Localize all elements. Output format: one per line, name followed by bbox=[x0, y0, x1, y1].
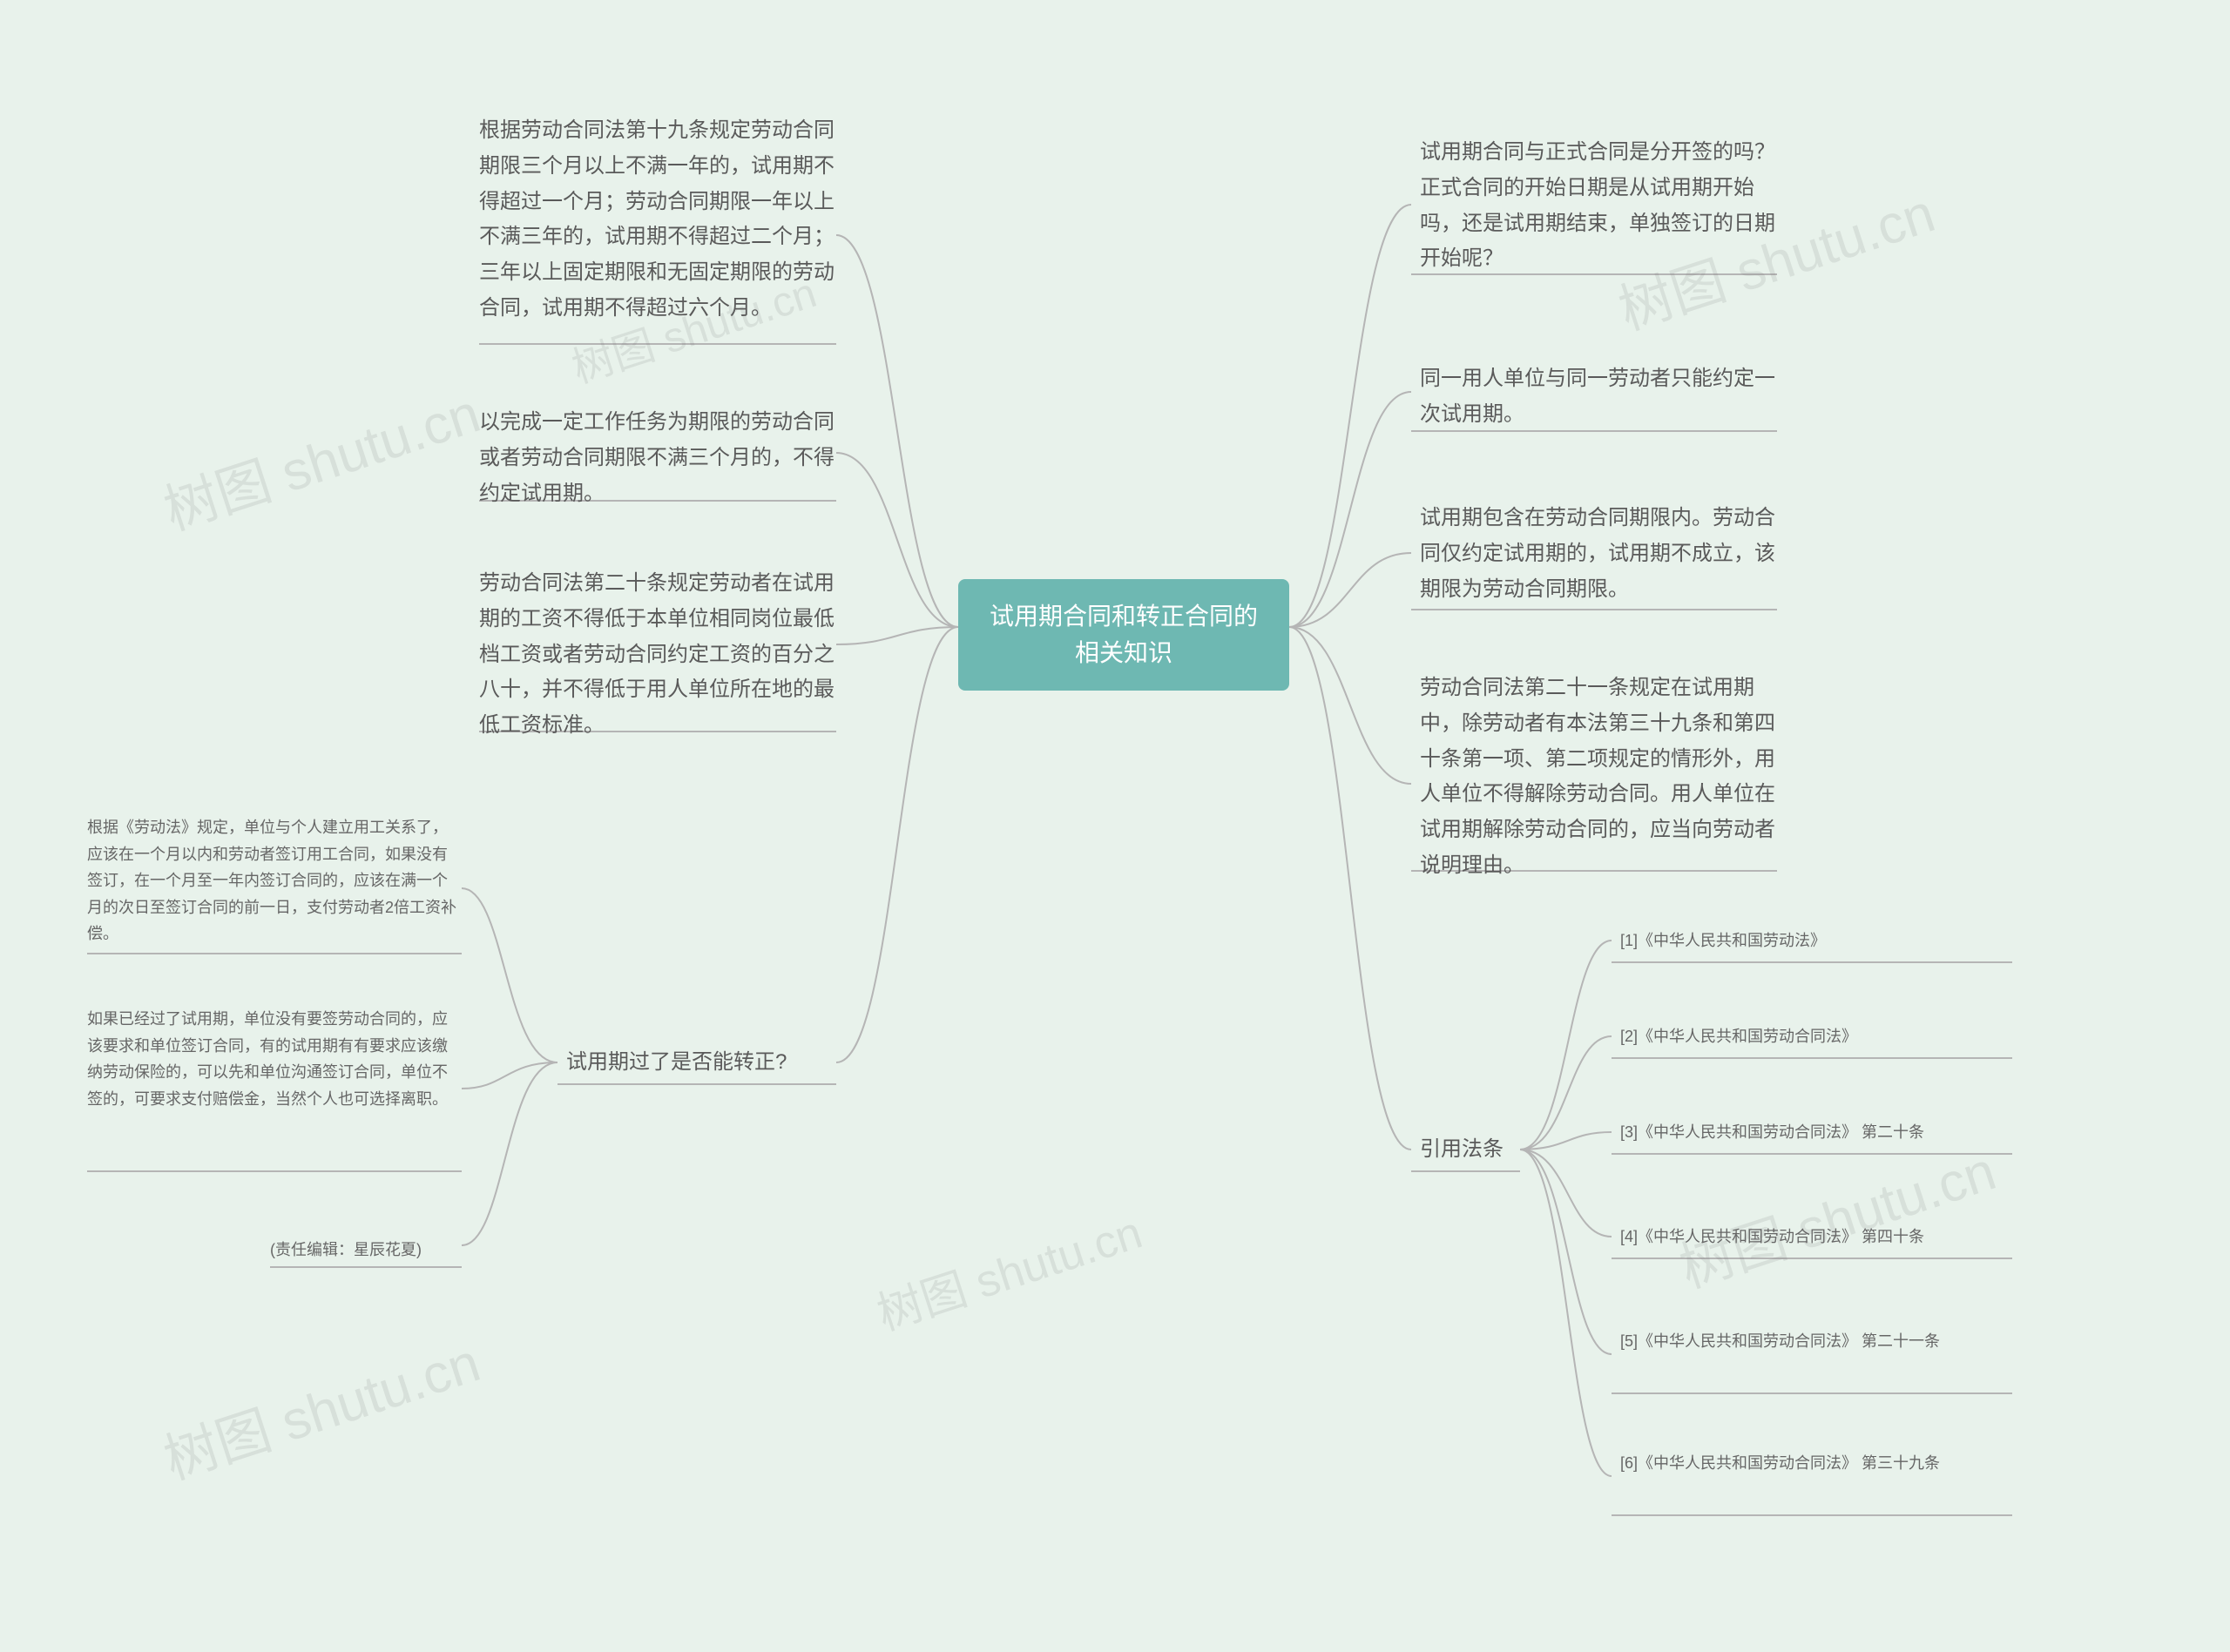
right-node-4-child-2: [3]《中华人民共和国劳动合同法》 第二十条 bbox=[1620, 1119, 2021, 1146]
left-node-3: 试用期过了是否能转正? bbox=[566, 1045, 787, 1081]
watermark: 树图 shutu.cn bbox=[868, 1196, 1149, 1343]
left-node-3-child-2: (责任编辑：星辰花夏) bbox=[270, 1237, 470, 1264]
left-node-0: 根据劳动合同法第十九条规定劳动合同期限三个月以上不满一年的，试用期不得超过一个月… bbox=[479, 113, 836, 327]
center-node: 试用期合同和转正合同的 相关知识 bbox=[958, 579, 1289, 691]
right-node-4-child-4-text: [5]《中华人民共和国劳动合同法》 第二十一条 bbox=[1620, 1332, 1940, 1350]
left-node-3-child-0-text: 根据《劳动法》规定，单位与个人建立用工关系了，应该在一个月以内和劳动者签订用工合… bbox=[87, 819, 456, 942]
right-node-4-child-4: [5]《中华人民共和国劳动合同法》 第二十一条 bbox=[1620, 1328, 2021, 1355]
center-line2: 相关知识 bbox=[983, 635, 1265, 671]
left-node-2-text: 劳动合同法第二十条规定劳动者在试用期的工资不得低于本单位相同岗位最低档工资或者劳… bbox=[479, 571, 835, 737]
right-node-1-text: 同一用人单位与同一劳动者只能约定一次试用期。 bbox=[1420, 367, 1775, 426]
right-node-4: 引用法条 bbox=[1420, 1132, 1504, 1168]
right-node-2-text: 试用期包含在劳动合同期限内。劳动合同仅约定试用期的，试用期不成立，该期限为劳动合… bbox=[1420, 506, 1775, 601]
right-node-2: 试用期包含在劳动合同期限内。劳动合同仅约定试用期的，试用期不成立，该期限为劳动合… bbox=[1420, 501, 1777, 607]
right-node-4-text: 引用法条 bbox=[1420, 1137, 1504, 1161]
left-node-3-child-1: 如果已经过了试用期，单位没有要签劳动合同的，应该要求和单位签订合同，有的试用期有… bbox=[87, 1006, 462, 1112]
right-node-3-text: 劳动合同法第二十一条规定在试用期中，除劳动者有本法第三十九条和第四十条第一项、第… bbox=[1420, 676, 1775, 877]
right-node-4-child-0: [1]《中华人民共和国劳动法》 bbox=[1620, 927, 2021, 954]
right-node-4-child-0-text: [1]《中华人民共和国劳动法》 bbox=[1620, 932, 1826, 949]
watermark: 树图 shutu.cn bbox=[1668, 1127, 2004, 1303]
right-node-4-child-3-text: [4]《中华人民共和国劳动合同法》 第四十条 bbox=[1620, 1228, 1924, 1245]
right-node-4-child-1-text: [2]《中华人民共和国劳动合同法》 bbox=[1620, 1028, 1857, 1045]
left-node-1-text: 以完成一定工作任务为期限的劳动合同或者劳动合同期限不满三个月的，不得约定试用期。 bbox=[479, 410, 835, 505]
left-node-2: 劳动合同法第二十条规定劳动者在试用期的工资不得低于本单位相同岗位最低档工资或者劳… bbox=[479, 566, 836, 744]
right-node-3: 劳动合同法第二十一条规定在试用期中，除劳动者有本法第三十九条和第四十条第一项、第… bbox=[1420, 671, 1777, 884]
left-node-3-child-0: 根据《劳动法》规定，单位与个人建立用工关系了，应该在一个月以内和劳动者签订用工合… bbox=[87, 814, 462, 947]
left-node-1: 以完成一定工作任务为期限的劳动合同或者劳动合同期限不满三个月的，不得约定试用期。 bbox=[479, 405, 836, 511]
right-node-4-child-5: [6]《中华人民共和国劳动合同法》 第三十九条 bbox=[1620, 1450, 2021, 1477]
right-node-1: 同一用人单位与同一劳动者只能约定一次试用期。 bbox=[1420, 361, 1777, 433]
right-node-0-text: 试用期合同与正式合同是分开签的吗？正式合同的开始日期是从试用期开始吗，还是试用期… bbox=[1420, 140, 1775, 270]
right-node-4-child-3: [4]《中华人民共和国劳动合同法》 第四十条 bbox=[1620, 1224, 2021, 1251]
right-node-0: 试用期合同与正式合同是分开签的吗？正式合同的开始日期是从试用期开始吗，还是试用期… bbox=[1420, 135, 1777, 277]
right-node-4-child-5-text: [6]《中华人民共和国劳动合同法》 第三十九条 bbox=[1620, 1454, 1940, 1472]
left-node-3-child-2-text: (责任编辑：星辰花夏) bbox=[270, 1241, 422, 1258]
watermark: 树图 shutu.cn bbox=[152, 1318, 488, 1494]
right-node-4-child-2-text: [3]《中华人民共和国劳动合同法》 第二十条 bbox=[1620, 1123, 1924, 1141]
center-line1: 试用期合同和转正合同的 bbox=[983, 598, 1265, 635]
watermark: 树图 shutu.cn bbox=[152, 369, 488, 545]
left-node-3-child-1-text: 如果已经过了试用期，单位没有要签劳动合同的，应该要求和单位签订合同，有的试用期有… bbox=[87, 1010, 448, 1108]
right-node-4-child-1: [2]《中华人民共和国劳动合同法》 bbox=[1620, 1023, 2021, 1050]
left-node-0-text: 根据劳动合同法第十九条规定劳动合同期限三个月以上不满一年的，试用期不得超过一个月… bbox=[479, 118, 835, 320]
left-node-3-text: 试用期过了是否能转正? bbox=[566, 1050, 787, 1074]
